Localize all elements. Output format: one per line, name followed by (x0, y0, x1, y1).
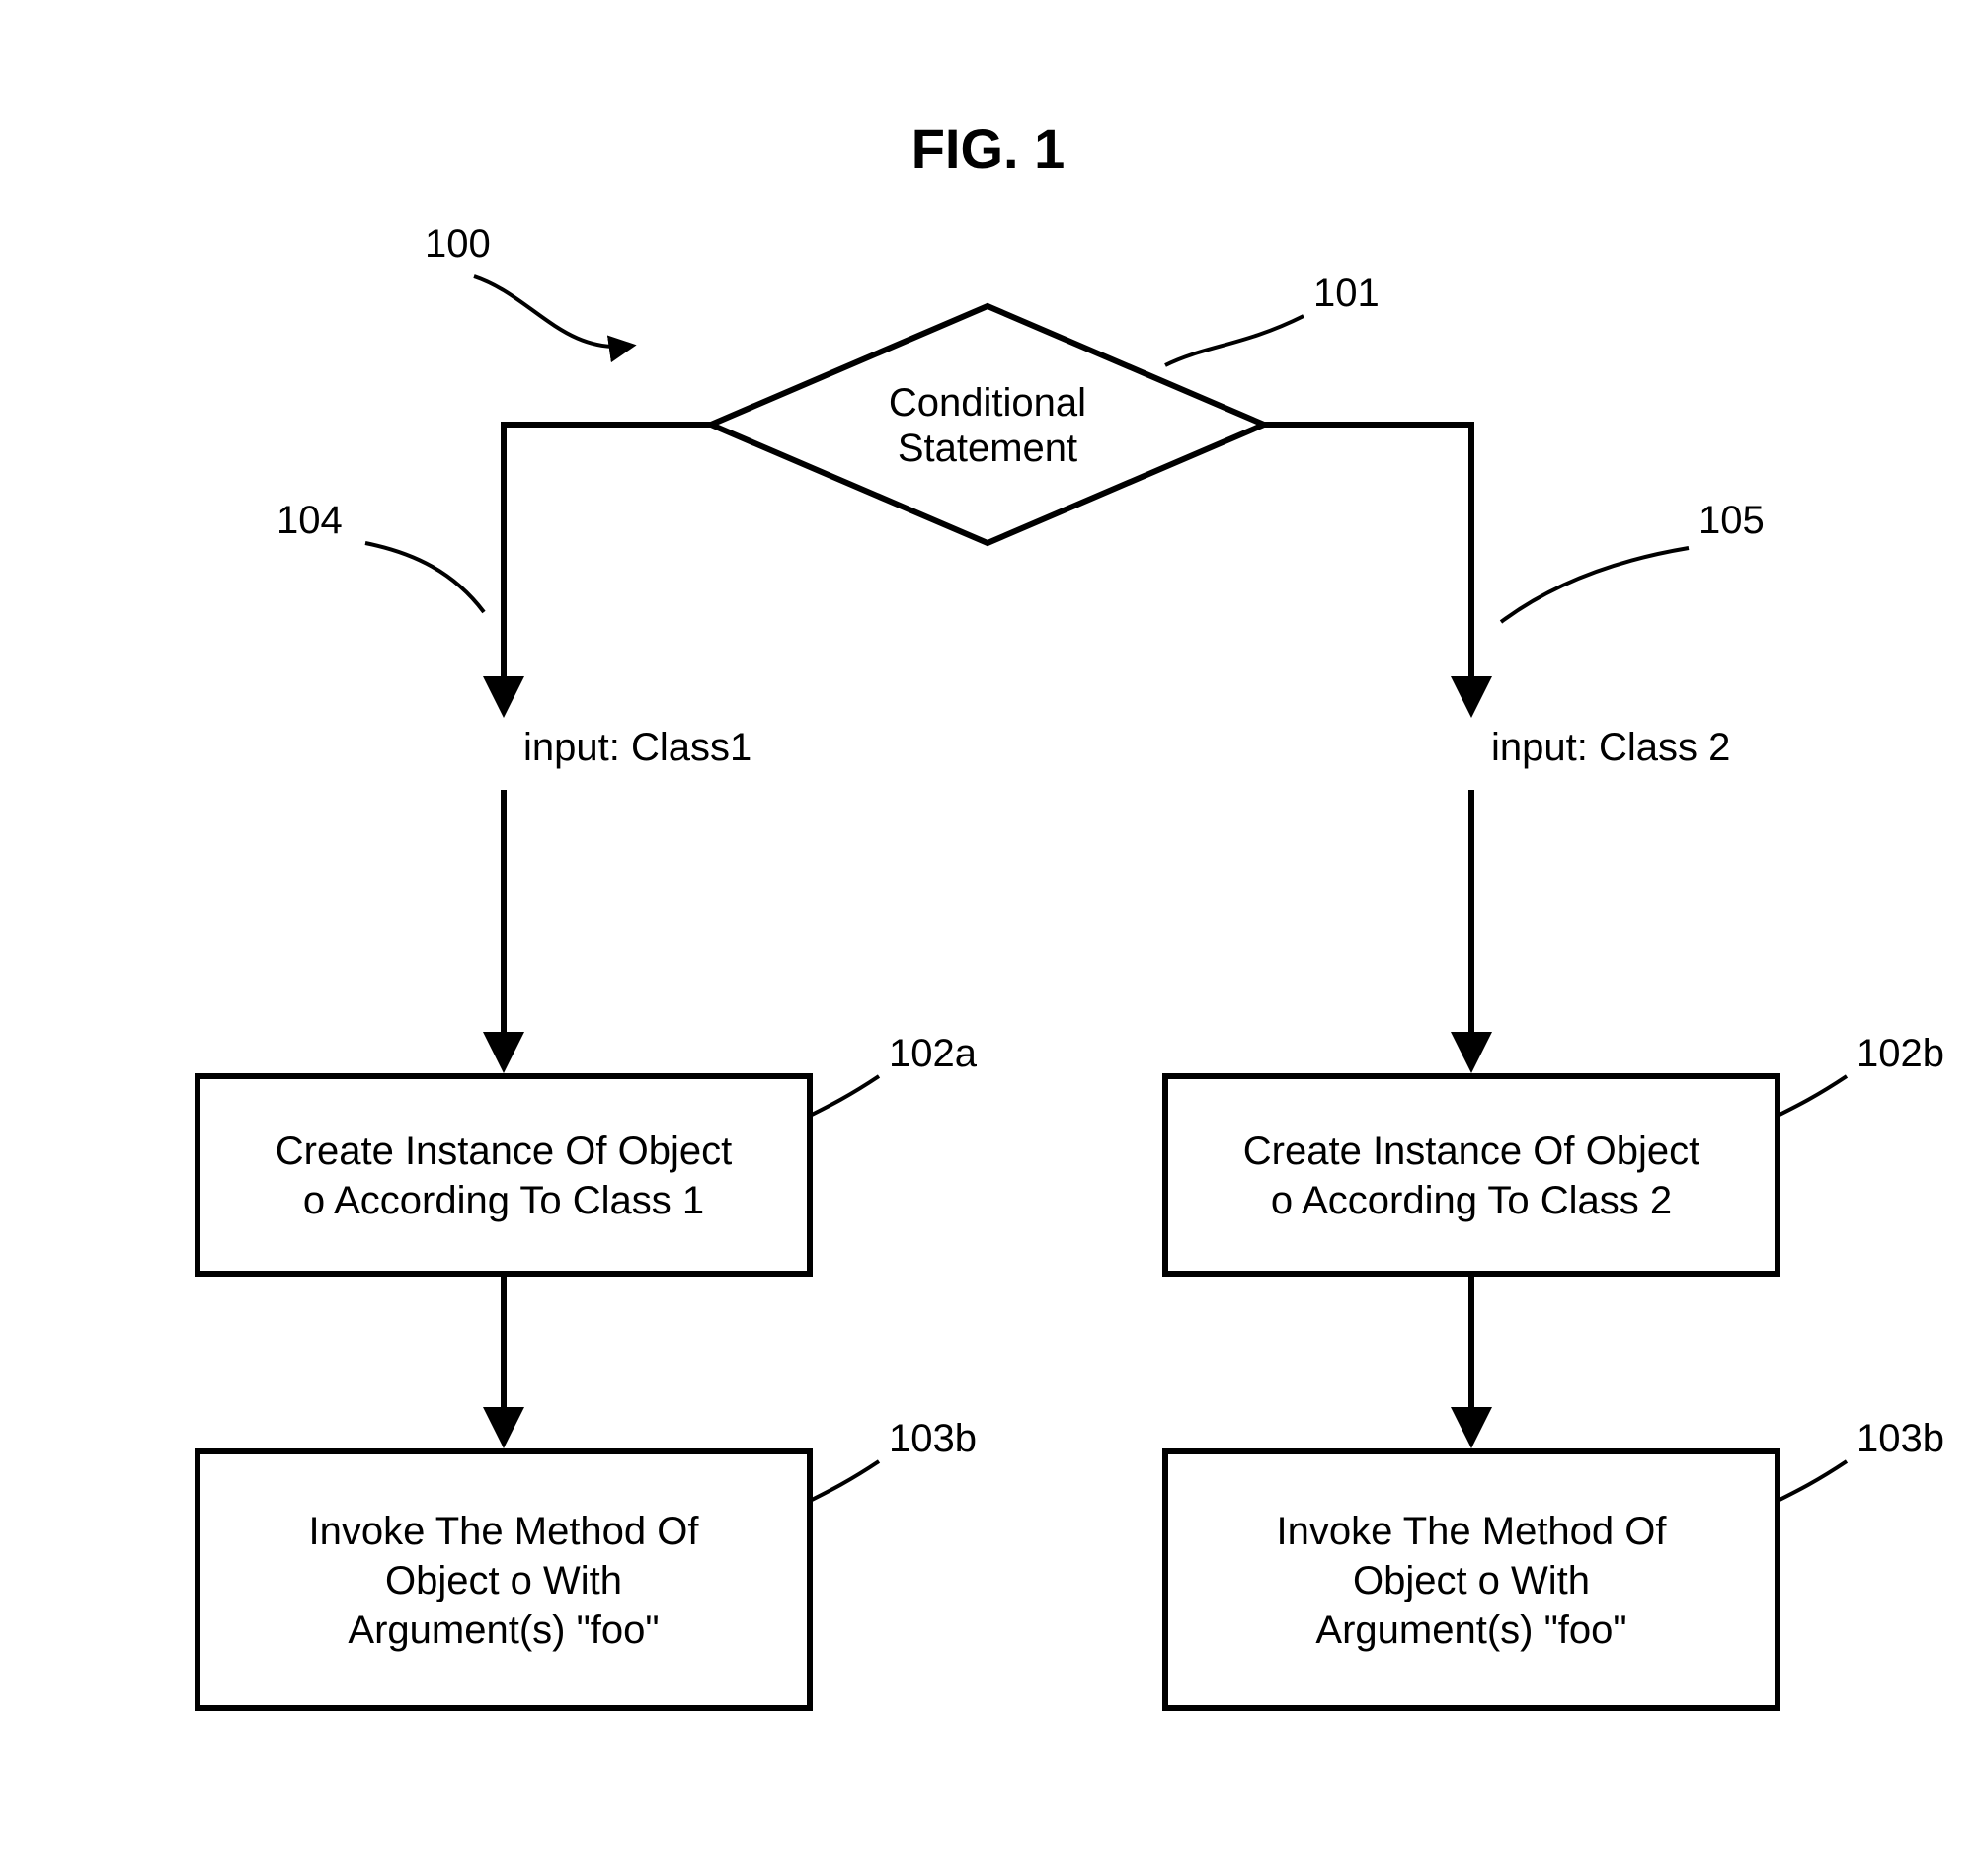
process-box-b102b-text: Create Instance Of Object (1243, 1130, 1699, 1173)
ref-number-r102b: 102b (1857, 1032, 1944, 1075)
ref-number-r101: 101 (1313, 272, 1380, 315)
process-box-b103b-text: Object o With (1353, 1559, 1590, 1602)
edge-right-branch-label: input: Class 2 (1491, 726, 1730, 769)
decision-diamond-text: Statement (898, 427, 1077, 470)
process-box-b102a (198, 1076, 810, 1274)
process-box-b102b-text: o According To Class 2 (1271, 1179, 1672, 1222)
ref-number-r104: 104 (277, 499, 343, 542)
ref-number-r103a: 103b (889, 1417, 977, 1460)
edge-left-branch-label: input: Class1 (523, 726, 751, 769)
ref-number-r105: 105 (1699, 499, 1765, 542)
ref-number-r103b: 103b (1857, 1417, 1944, 1460)
process-box-b103a-text: Argument(s) "foo" (348, 1608, 659, 1652)
process-box-b103a-text: Invoke The Method Of (308, 1510, 699, 1553)
decision-diamond-text: Conditional (889, 381, 1086, 425)
process-box-b103b-text: Argument(s) "foo" (1315, 1608, 1626, 1652)
process-box-b103a-text: Object o With (385, 1559, 622, 1602)
ref-number-r100: 100 (425, 222, 491, 266)
process-box-b102a-text: o According To Class 1 (303, 1179, 704, 1222)
figure-title: FIG. 1 (911, 117, 1066, 180)
process-box-b102a-text: Create Instance Of Object (276, 1130, 732, 1173)
process-box-b102b (1165, 1076, 1778, 1274)
process-box-b103b-text: Invoke The Method Of (1276, 1510, 1667, 1553)
ref-number-r102a: 102a (889, 1032, 978, 1075)
